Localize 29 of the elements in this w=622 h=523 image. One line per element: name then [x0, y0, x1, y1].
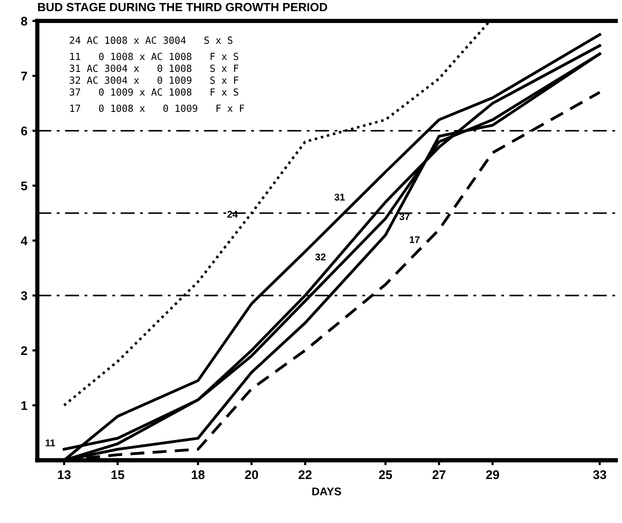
annotation: 24 AC 1008 x AC 3004 S x S: [70, 36, 232, 44]
x-tick-label: 13: [58, 470, 71, 480]
y-tick-label: 8: [21, 16, 28, 26]
x-tick-label: 25: [378, 470, 392, 480]
series-label: 32: [315, 254, 326, 260]
x-tick-label: 15: [112, 470, 124, 480]
annotation: 11 0 1008 x AC 1008 F x S: [70, 52, 238, 60]
chart-title: BUD STAGE DURING THE THIRD GROWTH PERIOD: [38, 2, 328, 12]
y-tick-label: 5: [21, 182, 28, 190]
y-tick-label: 6: [21, 126, 28, 136]
series-label: 17: [410, 236, 420, 244]
y-tick-label: 1: [21, 401, 28, 410]
annotation: 17 0 1008 x 0 1009 F x F: [70, 104, 244, 112]
x-tick-label: 18: [192, 470, 205, 480]
y-tick-label: 2: [21, 346, 28, 355]
x-tick-label: 20: [245, 470, 258, 480]
y-tick-label: 7: [21, 72, 28, 80]
annotation: 37 0 1009 x AC 1008 F x S: [70, 88, 238, 96]
y-tick-label: 3: [20, 291, 28, 300]
series-label: 31: [334, 194, 345, 201]
x-tick-label: 27: [432, 470, 446, 480]
x-tick-label: 29: [486, 470, 500, 480]
annotation: 32 AC 3004 x 0 1009 S x F: [70, 76, 238, 84]
series-label: 11: [46, 440, 56, 446]
x-tick-label: 22: [298, 470, 312, 480]
x-tick-label: 33: [593, 470, 606, 480]
x-axis-title: DAYS: [312, 487, 342, 496]
annotation: 31 AC 3004 x 0 1008 S x F: [70, 64, 238, 72]
y-tick-label: 4: [20, 236, 28, 246]
